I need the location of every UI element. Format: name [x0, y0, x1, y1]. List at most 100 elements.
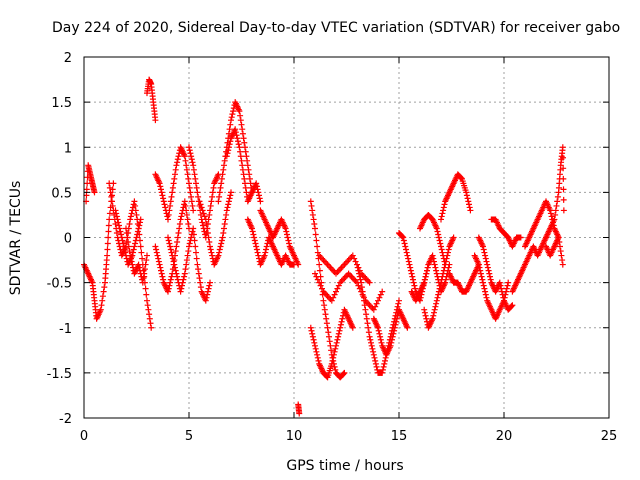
data-point [435, 291, 442, 298]
data-point [334, 336, 341, 343]
series-arc-31 [488, 216, 524, 250]
data-point [104, 252, 111, 259]
data-point [551, 216, 558, 223]
data-point [236, 144, 243, 151]
data-point [554, 198, 561, 205]
series-arc-22 [370, 306, 411, 358]
data-point [407, 267, 414, 274]
data-point [186, 180, 192, 187]
data-point [311, 339, 318, 346]
data-point [136, 222, 143, 229]
series-arc-8 [152, 198, 192, 295]
data-point [83, 186, 90, 193]
data-point [330, 351, 337, 358]
data-point [370, 351, 377, 358]
data-point [183, 166, 190, 173]
data-point [130, 249, 136, 256]
y-tick-label: 2 [64, 51, 72, 66]
data-point [421, 276, 428, 283]
data-point [126, 248, 133, 255]
data-point [127, 252, 134, 259]
data-point [307, 324, 314, 331]
data-point [152, 117, 159, 124]
data-point [251, 237, 258, 244]
data-point [255, 189, 262, 196]
data-point [239, 126, 246, 133]
data-point [130, 246, 137, 253]
data-point [207, 243, 213, 250]
series-arc-5 [123, 225, 150, 286]
data-point [219, 234, 226, 241]
data-point [440, 270, 447, 277]
data-point [235, 141, 242, 148]
data-point [372, 360, 379, 367]
data-point [241, 139, 248, 146]
data-point [480, 246, 487, 253]
data-point [118, 231, 125, 238]
data-point [357, 276, 364, 283]
data-point [434, 294, 441, 301]
data-point [308, 202, 315, 209]
data-point [221, 162, 227, 169]
data-point [330, 294, 337, 301]
data-point [466, 204, 473, 211]
data-point [183, 211, 190, 218]
data-point [444, 252, 451, 259]
data-point [221, 157, 228, 164]
data-point [356, 270, 363, 277]
data-point [389, 336, 395, 343]
data-point [153, 249, 160, 256]
data-point [337, 324, 344, 331]
data-point [421, 306, 428, 313]
data-point [316, 267, 323, 274]
data-point [181, 273, 188, 280]
data-point [360, 293, 367, 300]
data-point [232, 129, 239, 136]
data-point [438, 213, 445, 220]
data-point [330, 354, 337, 361]
data-point [171, 175, 178, 182]
data-point [179, 210, 185, 217]
x-tick-label: 15 [391, 429, 408, 444]
data-point [99, 293, 106, 300]
data-point [310, 336, 317, 343]
series-arc-7 [152, 144, 197, 223]
data-point [464, 195, 471, 202]
data-point [559, 257, 566, 264]
data-point [139, 255, 146, 262]
data-point [119, 237, 126, 244]
data-point [134, 231, 141, 238]
data-point [173, 270, 180, 277]
data-point [199, 207, 206, 214]
data-point [113, 229, 120, 236]
data-point [286, 240, 293, 247]
data-point [406, 261, 413, 268]
data-point [404, 252, 411, 259]
data-point [557, 248, 564, 255]
data-point [498, 288, 505, 295]
data-point [181, 153, 188, 160]
data-point [559, 154, 566, 161]
data-point [106, 180, 113, 187]
data-point [166, 282, 173, 289]
data-point [433, 300, 440, 307]
data-point [141, 270, 148, 277]
data-point [361, 297, 367, 304]
data-point [183, 162, 190, 169]
data-point [170, 180, 177, 187]
data-point [160, 276, 167, 283]
data-point [379, 369, 386, 376]
data-point [183, 261, 190, 268]
data-point [239, 130, 246, 137]
series-arc-12 [215, 99, 255, 205]
data-point [194, 261, 201, 268]
data-point [196, 275, 203, 282]
data-point [407, 264, 414, 271]
data-point [323, 320, 330, 327]
data-point [128, 258, 135, 265]
data-point [137, 243, 144, 250]
data-point [117, 228, 124, 235]
data-point [226, 141, 233, 148]
data-point [309, 211, 316, 218]
data-point [442, 258, 449, 265]
